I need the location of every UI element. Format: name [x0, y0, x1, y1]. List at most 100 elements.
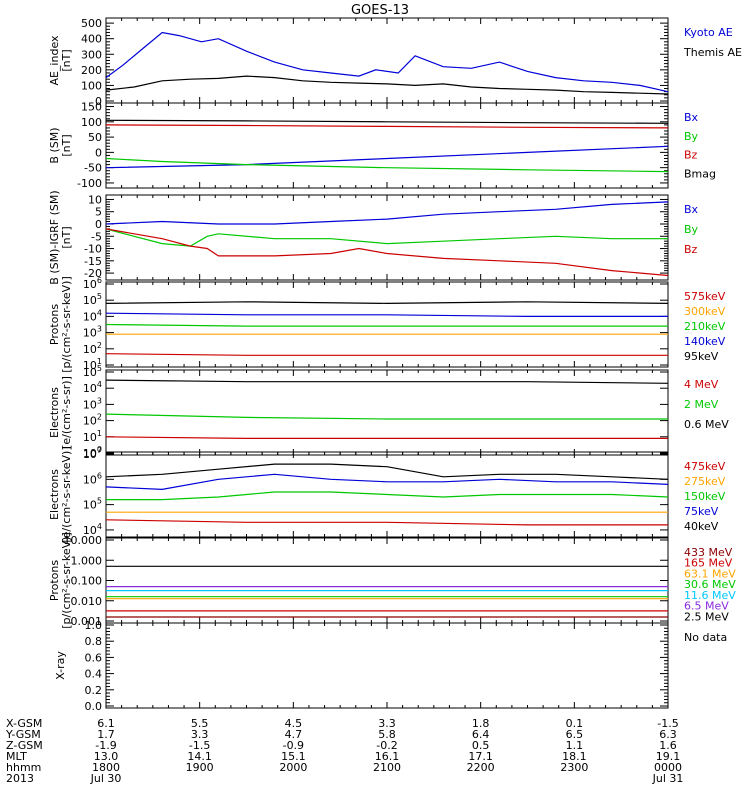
legend-entry: 575keV [684, 290, 726, 303]
figure-title: GOES-13 [351, 3, 409, 18]
legend-entry: 433 MeV [684, 546, 733, 559]
legend-entry: No data [684, 631, 727, 644]
panel-8: 0.0 0.2 0.4 0.6 0.8 1.0 X-ray No data [54, 619, 727, 713]
footer-value: 3.3 [191, 728, 209, 741]
footer-value: Jul 31 [652, 772, 684, 785]
y-tick-label: 200 [81, 64, 102, 77]
series-line-75kev [105, 473, 669, 491]
y-axis-label: [nT] [60, 226, 73, 248]
legend-entry: 300keV [684, 305, 726, 318]
footer-row-label: 2013 [6, 772, 34, 785]
legend-entry: 63.1 MeV [684, 567, 736, 580]
y-tick-label: 104 [83, 380, 102, 395]
legend-entry: 95keV [684, 350, 719, 363]
footer-row-label: Y-GSM [5, 728, 41, 741]
series-line-4-mev [105, 436, 668, 439]
legend-entry: 75keV [684, 505, 719, 518]
series-line-475kev [105, 519, 668, 526]
series-line-kyoto-ae [105, 31, 669, 93]
legend-entry: Bz [684, 149, 698, 162]
y-tick-label: -100 [77, 177, 102, 190]
y-tick-label: 104 [83, 308, 102, 323]
series-line-2-mev [105, 413, 668, 420]
y-tick-label: -15 [84, 255, 102, 268]
legend-entry: Bx [684, 111, 699, 124]
y-tick-label: -20 [84, 267, 102, 280]
y-tick-label: 101 [83, 429, 102, 444]
footer-value: 1.1 [566, 739, 584, 752]
y-axis-label: [e/(cm²-s-sr-keV)] [60, 446, 73, 542]
footer-value: 0000 [654, 761, 682, 774]
legend-entry: 6.5 MeV [684, 600, 729, 613]
legend-entry: 11.6 MeV [684, 589, 736, 602]
footer-value: -1.5 [657, 717, 678, 730]
y-tick-label: -10 [84, 243, 102, 256]
footer-value: 4.7 [285, 728, 303, 741]
legend-entry: 4 MeV [684, 378, 719, 391]
y-tick-label: 107 [83, 446, 102, 461]
y-tick-label: 102 [83, 413, 102, 428]
footer-value: 6.5 [566, 728, 584, 741]
y-tick-label: 0.6 [85, 651, 103, 664]
series-line-575kev [105, 353, 668, 356]
y-tick-label: 106 [83, 276, 102, 291]
y-tick-label: 0.8 [85, 635, 103, 648]
legend-entry: Bz [684, 243, 698, 256]
y-tick-label: 50 [88, 131, 102, 144]
legend-entry: 2.5 MeV [684, 610, 729, 623]
footer-value: 17.1 [468, 750, 493, 763]
footer-value: 1900 [186, 761, 214, 774]
footer-value: 4.5 [285, 717, 303, 730]
y-axis-label: [e/(cm²-s-sr)] [60, 376, 73, 449]
y-tick-label: 10.000 [64, 534, 103, 547]
legend-entry: Bmag [684, 167, 716, 180]
legend-entry: 140keV [684, 335, 726, 348]
y-tick-label: 0.001 [71, 615, 103, 628]
series-line-150kev [106, 491, 669, 501]
y-tick-label: 0.100 [71, 575, 103, 588]
y-axis-label: [nT] [60, 134, 73, 156]
footer-value: 14.1 [187, 750, 212, 763]
y-tick-label: 100 [81, 116, 102, 129]
legend-entry: Bx [684, 203, 699, 216]
footer-value: 2000 [279, 761, 307, 774]
y-tick-label: 500 [81, 17, 102, 30]
series-line-by [105, 157, 669, 173]
series-line-40kev [105, 463, 669, 480]
footer-value: 5.5 [191, 717, 209, 730]
footer-value: 1800 [92, 761, 120, 774]
panel-frame [105, 17, 669, 104]
legend-entry: 275keV [684, 475, 726, 488]
y-tick-label: 101 [83, 357, 102, 372]
footer-value: -0.9 [283, 739, 304, 752]
y-tick-label: 1.0 [85, 619, 103, 632]
y-tick-label: 105 [83, 497, 102, 512]
y-tick-label: 100 [81, 79, 102, 92]
legend-entry: 40keV [684, 520, 719, 533]
footer-value: -1.9 [95, 739, 116, 752]
series-line-bz [105, 228, 669, 277]
y-tick-label: 0.2 [85, 684, 103, 697]
y-tick-label: 5 [95, 206, 102, 219]
footer-value: 16.1 [375, 750, 400, 763]
y-tick-label: 106 [83, 471, 102, 486]
legend-entry: 150keV [684, 490, 726, 503]
footer-value: 5.8 [378, 728, 396, 741]
y-tick-label: 150 [81, 101, 102, 114]
footer-value: 18.1 [562, 750, 587, 763]
footer-value: 6.1 [97, 717, 115, 730]
footer-value: 15.1 [281, 750, 306, 763]
y-tick-label: 104 [83, 522, 102, 537]
series-line-bx [105, 145, 669, 169]
legend-entry: Kyoto AE [684, 26, 733, 39]
y-tick-label: -50 [84, 162, 102, 175]
footer-value: 19.1 [656, 750, 681, 763]
y-tick-label: 0 [95, 95, 102, 108]
legend-entry: By [684, 130, 699, 143]
panel-frame [105, 102, 669, 189]
footer-value: 1.6 [659, 739, 677, 752]
footer-row-label: hhmm [6, 761, 41, 774]
